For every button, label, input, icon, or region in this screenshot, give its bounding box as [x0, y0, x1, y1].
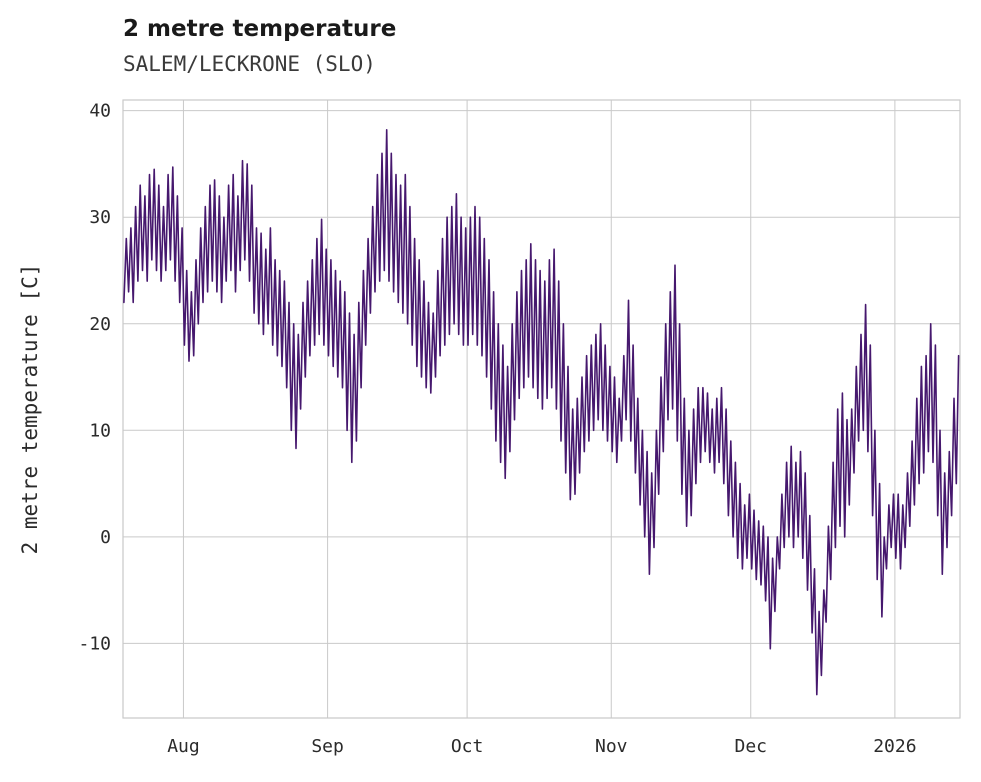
x-tick-label: Nov: [595, 736, 628, 757]
y-tick-label: 0: [100, 527, 111, 548]
x-tick-label: 2026: [873, 736, 916, 757]
x-tick-label: Oct: [451, 736, 484, 757]
chart-title: 2 metre temperature: [123, 16, 397, 42]
y-tick-label: 10: [89, 420, 111, 441]
x-tick-label: Dec: [734, 736, 767, 757]
y-tick-label: 40: [89, 101, 111, 122]
x-tick-label: Aug: [167, 736, 200, 757]
x-tick-label: Sep: [311, 736, 344, 757]
y-tick-label: 20: [89, 314, 111, 335]
y-tick-label: -10: [78, 633, 111, 654]
chart-subtitle: SALEM/LECKRONE (SLO): [123, 52, 376, 76]
temperature-line: [123, 129, 960, 696]
y-tick-label: 30: [89, 207, 111, 228]
plot-border: [122, 99, 961, 719]
